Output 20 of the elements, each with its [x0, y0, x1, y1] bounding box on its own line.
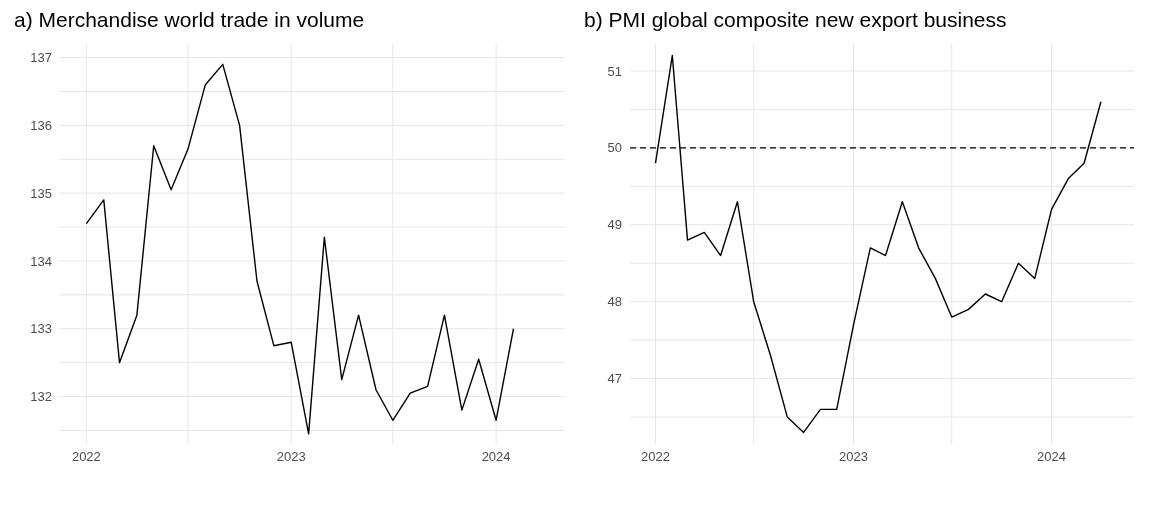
y-tick-label: 134: [30, 253, 52, 269]
chart-title: a) Merchandise world trade in volume: [13, 8, 366, 33]
y-tick-label: 49: [607, 217, 622, 233]
chart-title: b) PMI global composite new export business: [583, 8, 1008, 33]
y-tick-label: 132: [30, 389, 52, 405]
x-tick-label: 2023: [839, 449, 868, 465]
x-tick-label: 2022: [71, 449, 101, 465]
y-tick-label: 137: [30, 50, 52, 66]
y-tick-label: 136: [30, 117, 52, 133]
x-tick-label: 2024: [1037, 449, 1066, 465]
y-tick-label: 48: [607, 294, 622, 310]
y-tick-label: 51: [607, 63, 622, 79]
y-tick-label: 47: [607, 371, 622, 387]
x-tick-label: 2023: [276, 449, 306, 465]
x-tick-label: 2024: [481, 449, 511, 465]
line-series: [85, 63, 515, 435]
x-tick-label: 2022: [641, 449, 670, 465]
y-tick-label: 133: [30, 321, 52, 337]
y-tick-label: 50: [607, 140, 622, 156]
y-tick-label: 135: [30, 185, 52, 201]
